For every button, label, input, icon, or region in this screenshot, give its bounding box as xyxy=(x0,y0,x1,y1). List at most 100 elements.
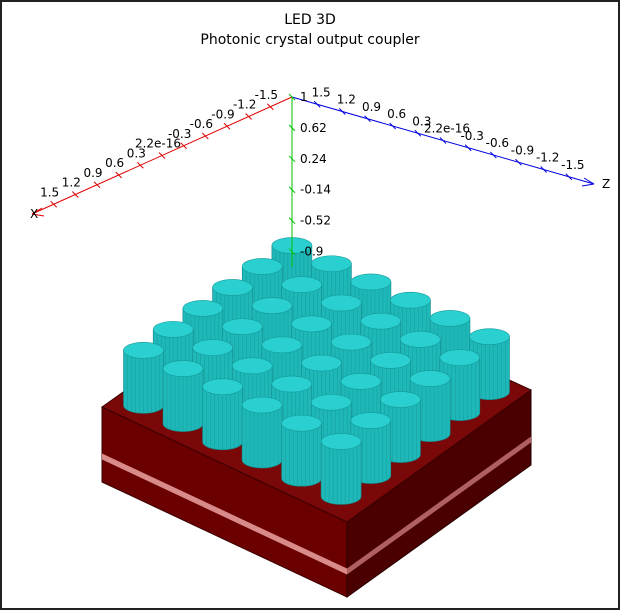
axis-tick xyxy=(288,186,296,194)
pillar-top xyxy=(350,273,392,291)
axis-tick xyxy=(201,132,209,140)
pillar-top xyxy=(301,354,342,372)
pillar-top xyxy=(261,336,303,354)
tick-label: -1.5 xyxy=(255,88,278,102)
axis-tick xyxy=(136,161,144,169)
pillar-top xyxy=(241,258,283,275)
tick-label: 1 xyxy=(300,90,308,104)
tick-label: -1.2 xyxy=(536,151,559,165)
axis-tick xyxy=(115,171,123,179)
pillar-top xyxy=(310,393,352,411)
title: LED 3D xyxy=(284,12,336,28)
pillar-top xyxy=(271,375,313,393)
tick-label: -0.52 xyxy=(300,214,331,228)
tick-label: -0.9 xyxy=(300,245,323,259)
axis-label: Z xyxy=(602,177,610,191)
axis-tick xyxy=(414,129,422,137)
pillar-top xyxy=(360,312,402,330)
axis-arrow xyxy=(31,207,45,217)
tick-label: -0.6 xyxy=(190,117,213,131)
pillar-top xyxy=(370,352,411,369)
tick-label: 0.3 xyxy=(412,114,431,128)
tick-label: 0.24 xyxy=(300,152,327,166)
axis-tick xyxy=(288,155,296,163)
axis-label: X xyxy=(30,207,38,221)
axis-tick xyxy=(266,103,274,111)
pillar-top xyxy=(350,412,392,429)
tick-label: -0.3 xyxy=(460,129,483,143)
axis-arrow xyxy=(581,177,595,187)
axis-tick xyxy=(389,122,397,130)
subtitle: Photonic crystal output coupler xyxy=(200,32,419,48)
pillar-top xyxy=(409,370,451,387)
tick-label: -0.3 xyxy=(168,127,191,141)
tick-label: -1.5 xyxy=(561,158,584,172)
tick-label: 0.62 xyxy=(300,121,327,135)
tick-label: 0.9 xyxy=(362,100,381,114)
tick-label: 1.5 xyxy=(40,185,59,199)
tick-label: 0.3 xyxy=(127,146,146,160)
tick-label: -1.2 xyxy=(233,98,256,112)
axis-tick xyxy=(489,151,497,159)
axis-tick xyxy=(313,100,321,108)
pillar-top xyxy=(152,321,194,338)
tick-label: 0.6 xyxy=(387,107,406,121)
axis-tick xyxy=(364,115,371,123)
pillar-top xyxy=(281,276,323,294)
axis-tick xyxy=(180,142,188,150)
pillar-top xyxy=(291,315,332,333)
pillar-top xyxy=(241,396,283,414)
slab-stripe xyxy=(347,436,531,575)
tick-label: 1.2 xyxy=(62,176,81,190)
axis-tick xyxy=(439,137,447,144)
axis-tick xyxy=(338,108,346,115)
pillar-top xyxy=(222,318,263,335)
pillar-top xyxy=(162,360,204,377)
tick-label: -0.6 xyxy=(486,136,509,150)
pillar-top xyxy=(281,414,322,432)
pillar-top xyxy=(202,378,243,396)
tick-label: -0.9 xyxy=(211,107,234,121)
tick-label: 0.6 xyxy=(105,156,124,170)
pillar-top xyxy=(212,279,253,296)
pillar-top xyxy=(320,433,362,450)
pillar-top xyxy=(390,291,431,309)
tick-label: 0.9 xyxy=(83,166,102,180)
axis-tick xyxy=(288,124,296,132)
slab-stripe xyxy=(102,453,347,575)
pillar-top xyxy=(123,342,164,359)
tick-label: 2.2e-16 xyxy=(424,122,470,136)
pillar-top xyxy=(182,300,224,317)
axis-tick xyxy=(288,248,296,255)
pillar-top xyxy=(429,310,471,327)
pillar-top xyxy=(251,297,293,314)
axis-tick xyxy=(288,217,296,224)
pillar-top xyxy=(231,357,273,375)
axis-tick xyxy=(158,152,166,159)
pillar-top xyxy=(320,294,362,312)
pillar-top xyxy=(380,391,421,408)
axis-tick xyxy=(50,200,58,208)
axis-tick xyxy=(464,144,472,152)
pillar-top xyxy=(439,349,481,366)
pillar-top xyxy=(192,339,234,356)
pillar-top xyxy=(340,373,382,390)
axis-tick xyxy=(71,191,79,198)
tick-label: -0.14 xyxy=(300,183,331,197)
axis-tick xyxy=(223,122,231,130)
axis-tick xyxy=(93,181,101,189)
axis-tick xyxy=(245,113,253,120)
axis-tick xyxy=(565,173,573,181)
pillar-top xyxy=(330,333,372,351)
tick-label: 2.2e-16 xyxy=(135,137,181,151)
pillar-top xyxy=(311,255,352,273)
axis-tick xyxy=(540,166,548,173)
axis-tick xyxy=(515,158,522,166)
tick-label: 1.2 xyxy=(337,93,356,107)
axis-tick xyxy=(288,93,296,101)
tick-label: -0.9 xyxy=(511,143,534,157)
tick-label: 1.5 xyxy=(312,85,331,99)
pillar-top xyxy=(399,331,441,348)
